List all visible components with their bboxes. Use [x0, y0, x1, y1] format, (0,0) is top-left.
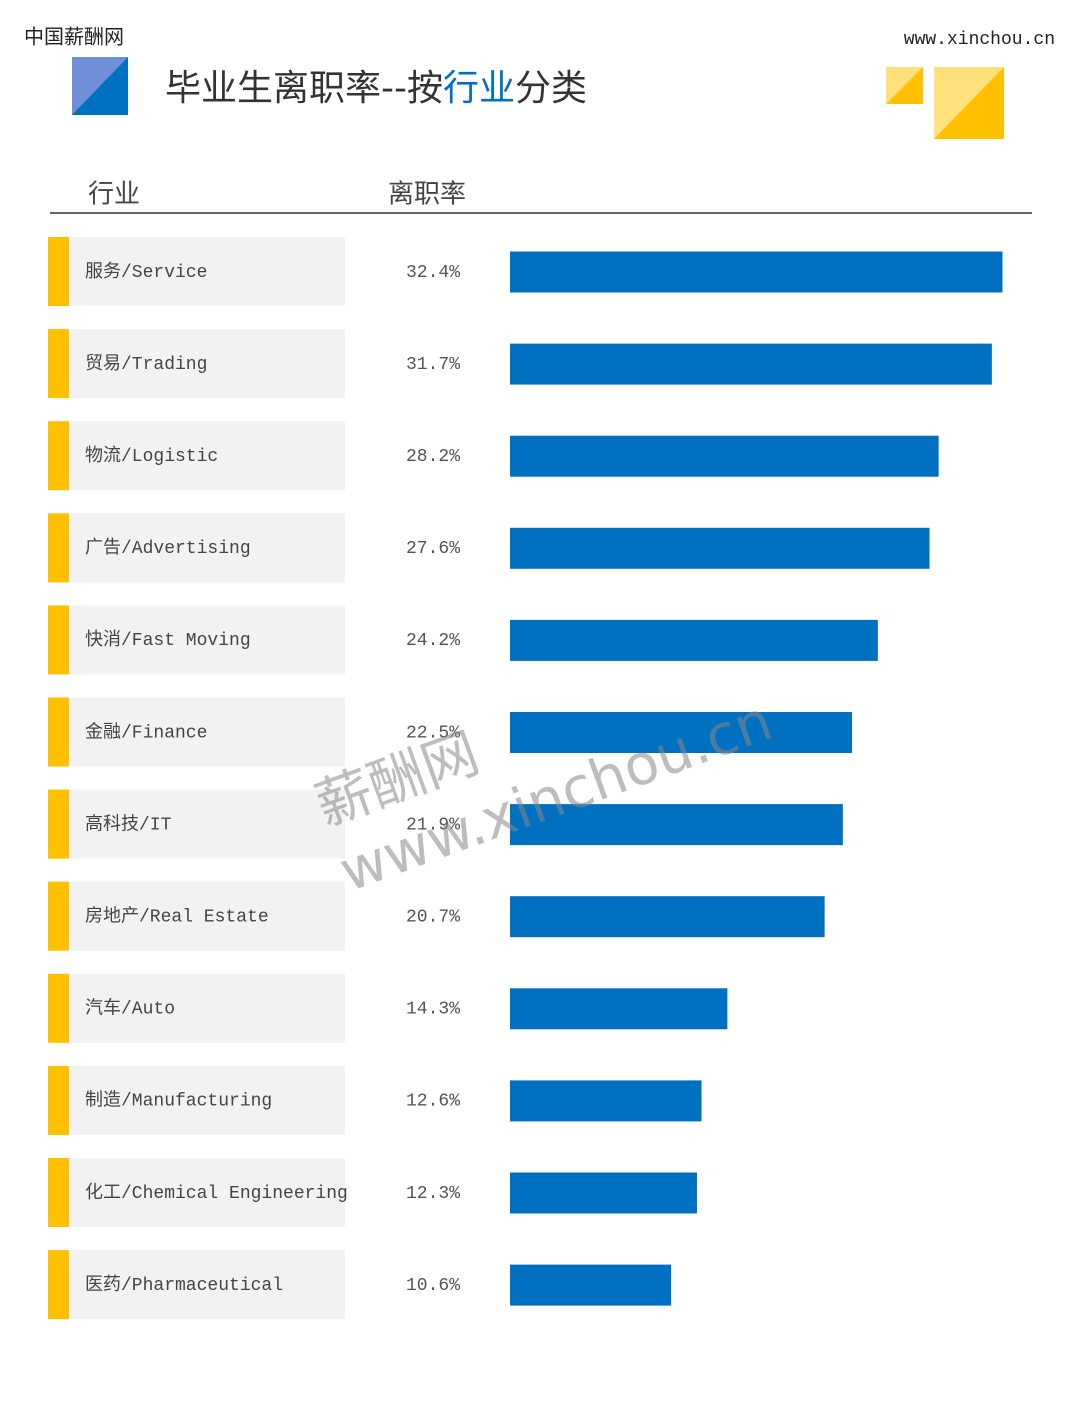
row-box — [48, 881, 345, 951]
bar — [510, 896, 825, 938]
row-box — [48, 1250, 345, 1320]
row-box — [48, 973, 345, 1043]
row-box — [48, 605, 345, 675]
category-label: 化工/Chemical Engineering — [85, 1182, 348, 1204]
value-label: 20.7% — [406, 907, 460, 927]
row-box — [48, 1065, 345, 1135]
category-label: 金融/Finance — [85, 721, 207, 743]
row-strip — [48, 1250, 69, 1320]
title-icon — [72, 57, 128, 115]
column-header: 离职率 — [388, 180, 466, 210]
category-label: 汽车/Auto — [85, 998, 175, 1020]
row-strip — [48, 329, 69, 399]
row-strip — [48, 881, 69, 951]
row-strip — [48, 1065, 69, 1135]
bar — [510, 251, 1003, 293]
value-label: 24.2% — [406, 631, 460, 651]
column-header: 行业 — [88, 180, 140, 210]
rows: 服务/Service 32.4% 贸易/Trading 31.7% 物流/Logisti… — [48, 237, 1003, 1320]
value-label: 12.6% — [406, 1092, 460, 1112]
site: www.xinchou.cn — [904, 30, 1055, 50]
brand: 中国薪酬网 — [24, 25, 124, 49]
category-label: 高科技/IT — [85, 813, 172, 835]
title-part: 毕业生离职率--按 — [165, 68, 443, 109]
row-strip — [48, 513, 69, 583]
bar — [510, 619, 878, 661]
bar — [510, 1264, 672, 1306]
row-box — [48, 329, 345, 399]
watermark: 薪酬网 www.xinchou.cn — [307, 688, 780, 904]
row-strip — [48, 237, 69, 306]
value-label: 10.6% — [406, 1276, 460, 1296]
value-label: 12.3% — [406, 1184, 460, 1204]
value-label: 28.2% — [406, 447, 460, 467]
value-label: 31.7% — [406, 355, 460, 375]
category-label: 房地产/Real Estate — [85, 905, 269, 927]
bar — [510, 1080, 702, 1122]
row-strip — [48, 605, 69, 675]
row-strip — [48, 1158, 69, 1227]
value-label: 14.3% — [406, 1000, 460, 1020]
title-part: 行业 — [443, 68, 515, 109]
row-box — [48, 1158, 345, 1227]
category-label: 快消/Fast Moving — [85, 629, 251, 651]
row-box — [48, 421, 345, 491]
bar — [510, 1172, 697, 1214]
row-box — [48, 237, 345, 306]
bar — [510, 988, 728, 1030]
title-part: 分类 — [515, 68, 587, 109]
value-label: 32.4% — [406, 263, 460, 283]
category-label: 医药/Pharmaceutical — [85, 1274, 283, 1296]
row-strip — [48, 421, 69, 491]
row-strip — [48, 789, 69, 859]
row-box — [48, 697, 345, 767]
row-strip — [48, 697, 69, 767]
value-label: 22.5% — [406, 723, 460, 743]
category-label: 制造/Manufacturing — [85, 1090, 272, 1112]
bar — [510, 527, 930, 569]
bar — [510, 343, 992, 385]
bar — [510, 435, 939, 477]
category-label: 物流/Logistic — [85, 445, 218, 467]
bar — [510, 804, 843, 846]
value-label: 27.6% — [406, 539, 460, 559]
category-label: 贸易/Trading — [85, 353, 207, 375]
row-box — [48, 513, 345, 583]
category-label: 广告/Advertising — [85, 537, 251, 559]
bar — [510, 712, 852, 753]
row-strip — [48, 973, 69, 1043]
chart-title: 毕业生离职率--按行业分类 — [165, 68, 587, 109]
value-label: 21.9% — [406, 815, 460, 835]
corner-deco — [886, 67, 1004, 139]
row-box — [48, 789, 345, 859]
category-label: 服务/Service — [85, 261, 207, 283]
